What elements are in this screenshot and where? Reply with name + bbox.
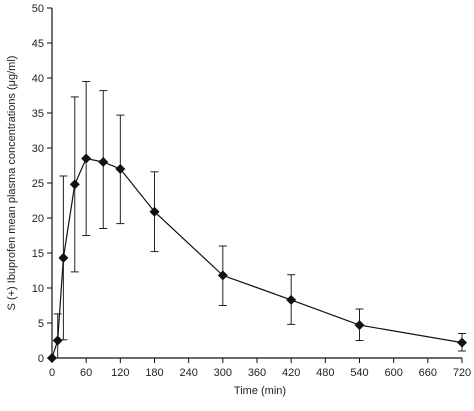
y-tick-label: 30 [32, 143, 44, 155]
x-tick-label: 540 [350, 367, 368, 379]
x-tick-label: 420 [282, 367, 300, 379]
y-tick-label: 20 [32, 213, 44, 225]
x-tick-label: 120 [111, 367, 129, 379]
data-point [354, 320, 365, 331]
x-tick-label: 660 [419, 367, 437, 379]
markers [47, 153, 467, 363]
data-point [58, 252, 69, 263]
x-tick-label: 0 [49, 367, 55, 379]
y-tick-label: 35 [32, 108, 44, 120]
error-bars [53, 81, 466, 359]
ticks: 0 5 10 15 20 25 30 35 40 45 50 0 60 120 180 240 300 360 42… [32, 3, 471, 379]
y-tick-label: 40 [32, 73, 44, 85]
y-tick-label: 15 [32, 248, 44, 260]
data-point [47, 353, 57, 363]
data-point [52, 335, 63, 346]
y-tick-label: 10 [32, 283, 44, 295]
data-point [98, 157, 109, 167]
y-tick-label: 50 [32, 3, 44, 15]
x-axis-label: Time (min) [234, 385, 286, 397]
axes [51, 8, 462, 359]
data-point [81, 153, 92, 164]
data-point [286, 294, 297, 305]
data-point [457, 337, 467, 348]
series-line [51, 157, 463, 359]
data-point [217, 270, 228, 281]
y-tick-label: 45 [32, 38, 44, 50]
x-tick-label: 600 [384, 367, 402, 379]
series-group [51, 157, 463, 359]
x-tick-label: 480 [316, 367, 334, 379]
x-tick-label: 180 [145, 367, 163, 379]
y-tick-label: 5 [38, 318, 44, 330]
y-tick-label: 0 [38, 353, 44, 365]
x-tick-label: 240 [179, 367, 197, 379]
x-tick-label: 300 [214, 367, 232, 379]
y-tick-label: 25 [32, 178, 44, 190]
y-axis-label-group: S (+) Ibuprofen mean plasma concentratio… [6, 56, 18, 311]
data-point [115, 164, 126, 174]
x-tick-label: 360 [248, 367, 266, 379]
data-point [149, 206, 160, 217]
data-point [69, 179, 80, 190]
y-axis-label: S (+) Ibuprofen mean plasma concentratio… [6, 56, 18, 311]
x-tick-label: 720 [453, 367, 471, 379]
x-tick-label: 60 [80, 367, 92, 379]
